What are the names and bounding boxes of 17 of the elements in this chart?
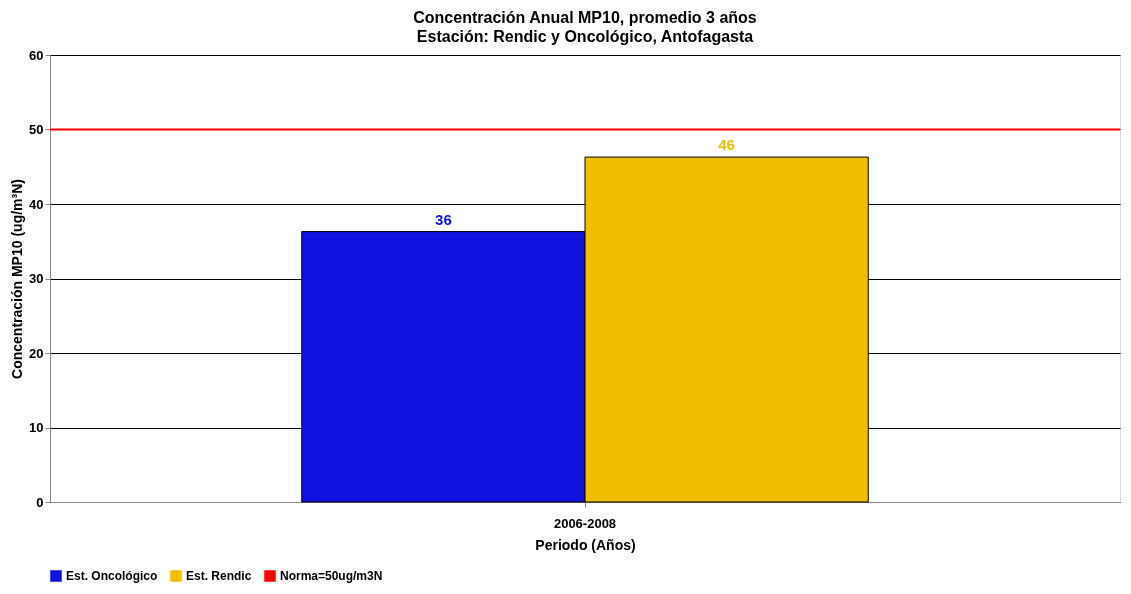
chart-title: Concentración Anual MP10, promedio 3 años bbox=[413, 9, 757, 26]
legend-label: Est. Oncológico bbox=[66, 569, 158, 583]
legend-label: Est. Rendic bbox=[186, 569, 252, 583]
y-tick-label: 30 bbox=[29, 271, 44, 286]
data-label: 36 bbox=[435, 210, 452, 228]
x-axis-title: Periodo (Años) bbox=[535, 536, 636, 553]
x-tick-label: 2006-2008 bbox=[553, 515, 617, 531]
y-tick-label: 10 bbox=[29, 420, 44, 435]
data-label: 46 bbox=[718, 136, 735, 154]
y-axis-title: Concentración MP10 (ug/m³N) bbox=[9, 179, 26, 379]
y-tick-label: 40 bbox=[29, 196, 44, 212]
y-tick-label: 60 bbox=[29, 47, 44, 63]
legend-label: Norma=50ug/m3N bbox=[280, 569, 383, 583]
y-tick-label: 50 bbox=[29, 122, 44, 137]
chart-subtitle: Estación: Rendic y Oncológico, Antofagasta bbox=[416, 28, 754, 45]
y-tick-label: 0 bbox=[36, 494, 44, 510]
y-tick-label: 20 bbox=[29, 345, 44, 361]
